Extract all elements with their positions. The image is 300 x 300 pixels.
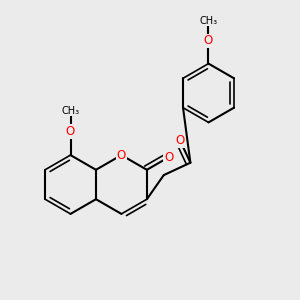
Text: O: O — [176, 134, 185, 147]
Text: O: O — [117, 148, 126, 162]
Text: O: O — [164, 151, 173, 164]
Text: CH₃: CH₃ — [200, 16, 217, 26]
Text: O: O — [204, 34, 213, 47]
Text: CH₃: CH₃ — [61, 106, 80, 116]
Text: O: O — [66, 125, 75, 138]
